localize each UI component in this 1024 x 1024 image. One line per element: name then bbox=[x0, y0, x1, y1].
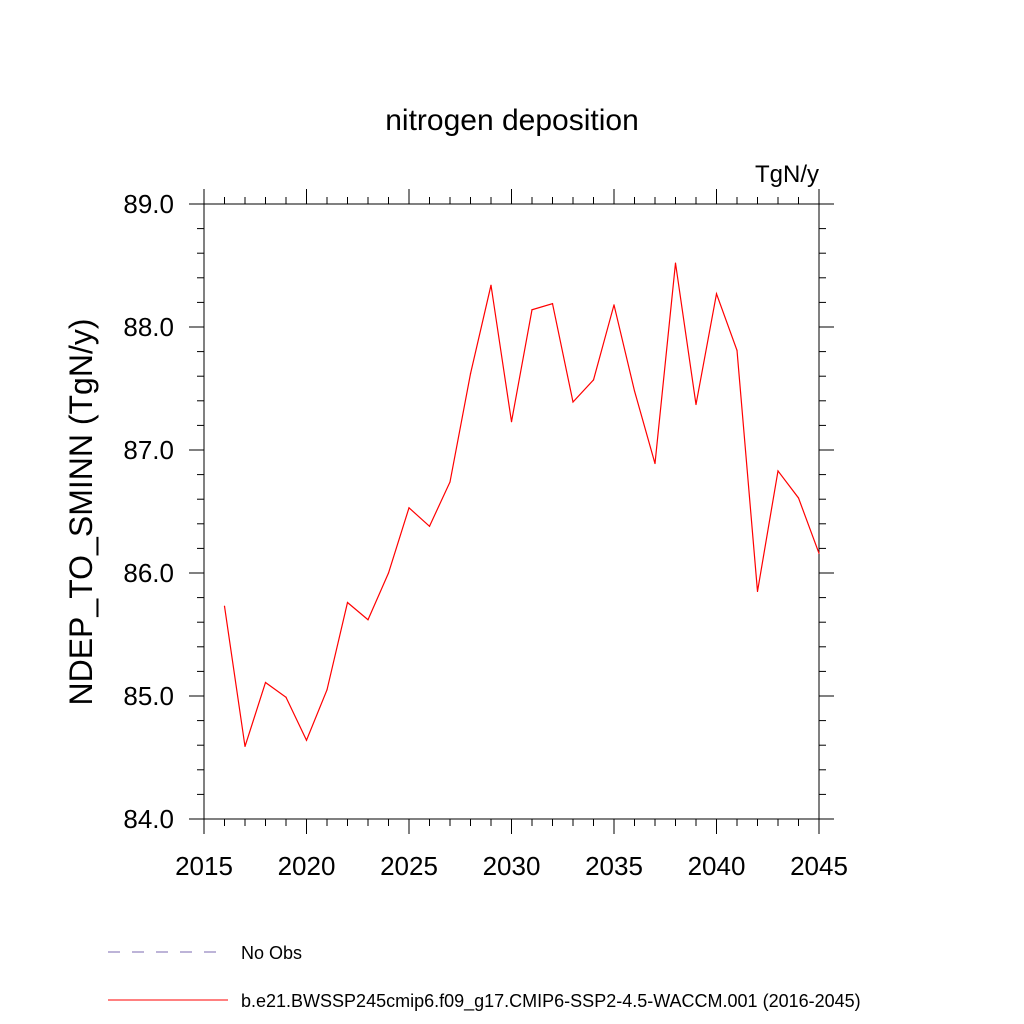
series-point bbox=[633, 390, 636, 392]
series-point bbox=[449, 481, 451, 483]
series-point bbox=[797, 497, 800, 499]
series-point bbox=[367, 619, 369, 621]
series-point bbox=[490, 284, 492, 286]
series-point bbox=[244, 745, 246, 748]
series-point bbox=[551, 303, 554, 305]
y-axis-label: NDEP_TO_SMINN (TgN/y) bbox=[63, 318, 99, 705]
series-point bbox=[428, 525, 431, 527]
y-tick-label: 89.0 bbox=[123, 189, 174, 219]
series-point bbox=[736, 349, 738, 351]
axis-ticks bbox=[189, 189, 834, 834]
y-tick-label: 87.0 bbox=[123, 435, 174, 465]
series-point bbox=[674, 262, 677, 264]
y-tick-label: 85.0 bbox=[123, 681, 174, 711]
legend-label: b.e21.BWSSP245cmip6.f09_g17.CMIP6-SSP2-4… bbox=[241, 991, 861, 1012]
series-point bbox=[756, 590, 759, 593]
series-point bbox=[305, 739, 308, 741]
series-point bbox=[613, 304, 615, 306]
series-point bbox=[346, 601, 349, 604]
x-tick-label: 2015 bbox=[175, 851, 233, 881]
series-point bbox=[326, 689, 328, 691]
series-point bbox=[408, 507, 410, 509]
x-tick-label: 2025 bbox=[380, 851, 438, 881]
series-point bbox=[654, 462, 656, 465]
series-point bbox=[695, 403, 697, 406]
series-point bbox=[592, 379, 595, 381]
legend: No Obs b.e21.BWSSP245cmip6.f09_g17.CMIP6-… bbox=[108, 943, 861, 1012]
units-label: TgN/y bbox=[755, 161, 819, 188]
series-point bbox=[777, 470, 779, 472]
y-tick-label: 88.0 bbox=[123, 312, 174, 342]
series-point bbox=[531, 309, 533, 311]
x-tick-label: 2020 bbox=[278, 851, 336, 881]
chart-title: nitrogen deposition bbox=[385, 104, 639, 137]
series-point bbox=[223, 605, 226, 607]
series-point bbox=[818, 552, 820, 554]
series-layer bbox=[223, 262, 820, 748]
legend-label: No Obs bbox=[241, 943, 302, 963]
series-point bbox=[572, 401, 574, 403]
series-point bbox=[469, 373, 472, 375]
x-tick-label: 2030 bbox=[483, 851, 541, 881]
x-tick-label: 2040 bbox=[688, 851, 746, 881]
series-point bbox=[264, 681, 267, 684]
series-point bbox=[715, 293, 718, 295]
series-line bbox=[223, 262, 820, 747]
series-point bbox=[387, 572, 390, 574]
y-tick-label: 84.0 bbox=[123, 804, 174, 834]
x-tick-label: 2045 bbox=[790, 851, 848, 881]
series-point bbox=[285, 696, 287, 698]
x-tick-label: 2035 bbox=[585, 851, 643, 881]
plot-frame bbox=[203, 203, 820, 820]
series-point bbox=[510, 421, 513, 423]
y-tick-label: 86.0 bbox=[123, 558, 174, 588]
axis-tick-labels: 2015 2020 2025 2030 2035 2040 2045 84.0 85.0 86.0… bbox=[123, 189, 848, 881]
